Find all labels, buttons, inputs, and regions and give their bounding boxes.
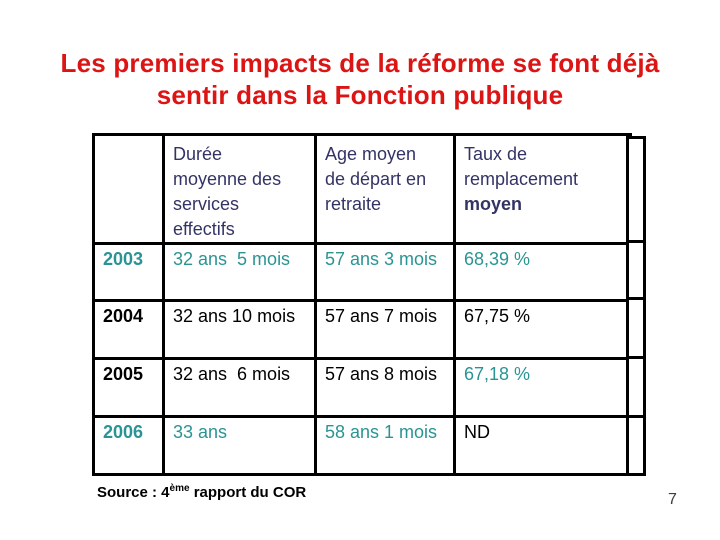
age-cell: 58 ans 1 mois: [314, 415, 456, 476]
table-row-2005: 2005 32 ans 6 mois 57 ans 8 mois 67,18 %: [92, 357, 632, 418]
rate-cell: 68,39 %: [453, 242, 632, 302]
age-column-header: Age moyen de départ en retraite: [314, 133, 456, 245]
header-line: services: [173, 194, 240, 214]
age-cell: 57 ans 3 mois: [314, 242, 456, 302]
table-row-2003: 2003 32 ans 5 mois 57 ans 3 mois 68,39 %: [92, 242, 632, 302]
year-cell: 2005: [92, 357, 165, 418]
impacts-table: Durée moyenne des services effectifs Age…: [92, 133, 632, 476]
source-superscript: ème: [169, 483, 190, 494]
header-row: Durée moyenne des services effectifs Age…: [92, 133, 632, 245]
duration-column-header: Durée moyenne des services effectifs: [162, 133, 317, 245]
table-row-2004: 2004 32 ans 10 mois 57 ans 7 mois 67,75 …: [92, 299, 632, 360]
title-line-1: Les premiers impacts de la réforme se fo…: [60, 48, 660, 78]
year-cell: 2006: [92, 415, 165, 476]
rate-cell: ND: [453, 415, 632, 476]
table-row-2006: 2006 33 ans 58 ans 1 mois ND: [92, 415, 632, 476]
rate-cell: 67,75 %: [453, 299, 632, 360]
rate-cell: 67,18 %: [453, 357, 632, 418]
year-cell: 2003: [92, 242, 165, 302]
duration-cell: 32 ans 5 mois: [162, 242, 317, 302]
header-bold-word: moyen: [464, 194, 523, 214]
rate-column-header: Taux de remplacement moyen: [453, 133, 632, 245]
source-text: Source : 4: [97, 484, 170, 501]
source-text: rapport du COR: [189, 484, 307, 501]
header-line: retraite: [325, 194, 382, 214]
corner-cell: [92, 133, 165, 245]
header-line: moyenne des: [173, 169, 282, 189]
source-note: Source : 4ème rapport du COR: [97, 483, 306, 501]
title-line-2: sentir dans la Fonction publique: [156, 80, 564, 110]
table-extra-column: [626, 136, 646, 476]
extra-column-line: [629, 356, 643, 359]
header-line: remplacement: [464, 169, 579, 189]
year-cell: 2004: [92, 299, 165, 360]
extra-column-line: [629, 415, 643, 418]
extra-column-line: [629, 240, 643, 243]
header-line: effectifs: [173, 219, 235, 239]
header-line: Durée: [173, 144, 223, 164]
extra-column-line: [629, 297, 643, 300]
duration-cell: 32 ans 10 mois: [162, 299, 317, 360]
duration-cell: 32 ans 6 mois: [162, 357, 317, 418]
age-cell: 57 ans 7 mois: [314, 299, 456, 360]
duration-cell: 33 ans: [162, 415, 317, 476]
page-number: 7: [668, 491, 677, 508]
header-line: Taux de: [464, 144, 528, 164]
slide-title: Les premiers impacts de la réforme se fo…: [0, 47, 720, 111]
header-line: de départ en: [325, 169, 427, 189]
header-line: Age moyen: [325, 144, 417, 164]
age-cell: 57 ans 8 mois: [314, 357, 456, 418]
